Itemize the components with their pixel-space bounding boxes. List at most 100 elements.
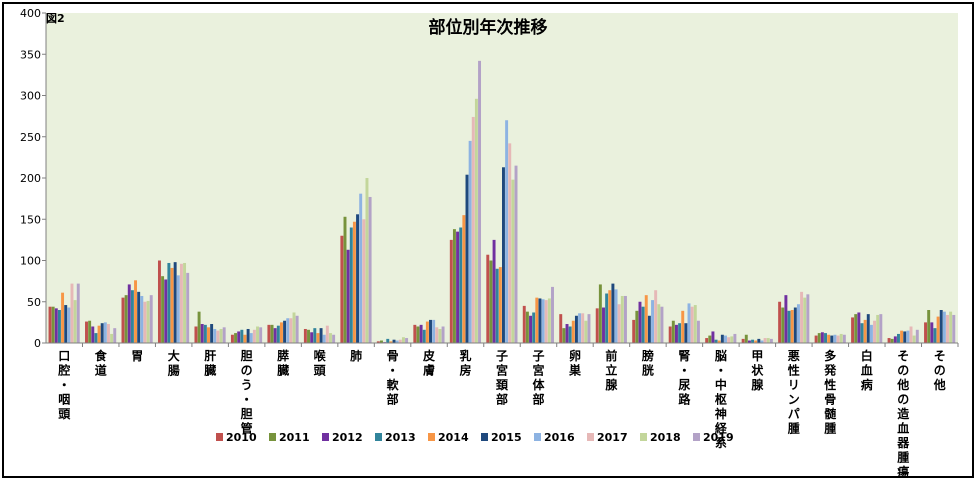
x-tick-label: 口腔・咽頭 [57,349,71,421]
bar-2019-3 [149,295,153,343]
bar-2012-7 [273,328,277,343]
bar-2019-25 [952,314,956,343]
bar-2012-21 [784,295,788,343]
bar-2018-18 [693,305,697,343]
bar-2016-3 [140,295,144,343]
bar-2016-9 [359,193,363,343]
bar-2010-24 [887,338,891,343]
bar-2019-19 [733,333,737,343]
bar-2010-5 [194,326,198,343]
bar-2019-8 [332,334,336,343]
bar-2013-7 [276,325,280,343]
bar-2012-5 [200,324,204,343]
bar-2019-17 [660,306,664,343]
bar-2013-3 [130,290,134,343]
bar-2013-22 [824,333,827,343]
bar-2019-7 [295,315,299,343]
bar-2019-11 [441,326,445,343]
bar-2016-23 [869,324,873,343]
legend-label-2013: 2013 [385,431,416,444]
bar-2011-5 [197,311,201,343]
bar-2018-23 [876,314,880,343]
x-tick-label: 食道 [94,348,108,378]
bar-2010-21 [778,301,782,343]
bar-2012-6 [237,331,241,343]
bar-2014-20 [754,340,758,343]
bar-2013-5 [203,324,207,343]
y-tick-label: 300 [20,90,41,103]
bar-2017-12 [471,116,475,343]
bar-2015-2 [100,323,104,343]
bar-2010-12 [449,239,453,344]
bar-2013-19 [714,339,718,343]
legend: 2010 2011 2012 2013 2014 2015 2016 2017 2018 2019 [216,431,734,444]
bar-2010-23 [851,317,855,343]
bar-2013-10 [386,338,390,344]
bar-2015-17 [647,315,651,343]
legend-label-2019: 2019 [703,431,734,444]
bar-2012-9 [346,249,350,343]
y-tick-label: 150 [20,213,41,226]
x-tick-label: 胆のう・胆管 [241,348,253,436]
bar-2019-13 [514,165,518,344]
bar-2017-9 [362,219,366,343]
legend-label-2015: 2015 [491,431,522,444]
bar-2016-5 [213,328,217,343]
legend-label-2018: 2018 [650,431,681,444]
bar-2012-2 [91,326,95,343]
bar-2018-22 [839,333,843,343]
figure-label: 図2 [46,11,65,25]
bar-2017-3 [143,301,147,343]
bar-2015-9 [356,214,360,343]
bar-2015-5 [210,324,214,343]
bar-2018-13 [511,179,515,343]
legend-swatch-2013 [375,433,382,441]
bar-2010-10 [376,341,380,343]
bar-2019-14 [551,286,554,343]
bar-2014-9 [352,221,356,343]
bar-2017-5 [216,330,220,344]
bar-2018-9 [365,178,369,343]
bar-2015-16 [611,283,615,343]
legend-swatch-2019 [693,433,700,441]
y-tick-label: 200 [20,172,41,185]
bar-2017-25 [946,314,949,343]
bar-series-group [48,60,959,347]
bar-2011-7 [270,324,274,343]
bar-2013-2 [94,333,98,343]
bar-2016-18 [687,303,691,343]
bar-2013-14 [532,312,536,343]
bar-2016-12 [468,140,472,343]
bar-2014-1 [61,292,65,343]
x-tick-label: 卵巣 [568,348,582,378]
bar-2012-1 [54,308,58,343]
bar-2013-12 [459,227,463,343]
bar-2015-14 [538,298,542,343]
bar-2016-20 [760,340,764,343]
bar-2014-11 [425,321,429,343]
bar-2011-11 [416,326,420,343]
bar-2013-21 [787,310,791,343]
bar-2015-21 [793,307,797,343]
bar-2019-4 [186,272,190,344]
bar-2019-15 [587,314,591,344]
bar-2014-16 [608,290,612,343]
bar-2011-6 [234,333,238,343]
bar-2010-4 [157,260,161,343]
bar-2017-4 [179,263,183,343]
bar-2012-20 [747,340,751,343]
bar-2017-22 [836,335,840,343]
y-tick-label: 50 [27,296,41,309]
x-tick-label: 膵臓 [277,348,289,378]
bar-2016-16 [614,289,618,344]
bar-2014-6 [243,334,247,343]
bar-2019-24 [915,329,919,343]
bar-2013-17 [641,306,645,343]
bar-2018-24 [912,335,916,343]
bar-2010-6 [230,334,234,343]
bar-2019-22 [842,334,846,343]
bar-2016-15 [578,313,582,343]
bar-2014-21 [790,310,794,343]
bar-2010-11 [413,324,417,343]
